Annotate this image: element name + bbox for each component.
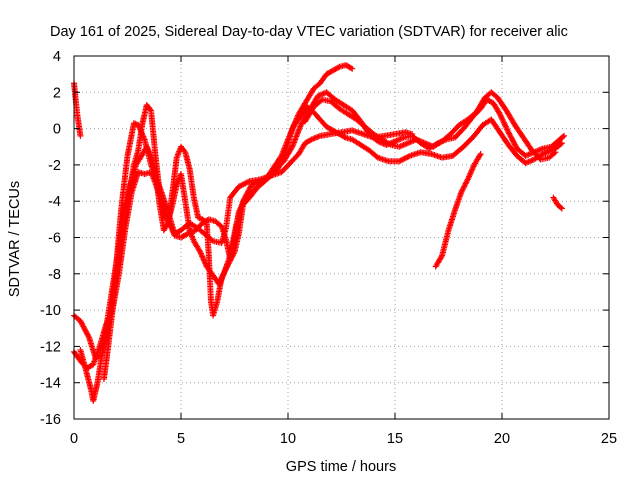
data-marker [242, 180, 249, 187]
data-marker [347, 64, 354, 71]
x-tick-label: 25 [601, 431, 617, 447]
data-marker [502, 122, 509, 129]
data-marker [559, 133, 566, 140]
data-marker [77, 132, 84, 139]
data-marker [401, 155, 408, 162]
data-marker [558, 140, 565, 147]
data-marker [497, 112, 504, 119]
series-track-7 [432, 151, 484, 270]
data-marker [503, 125, 510, 132]
data-marker [237, 182, 244, 189]
data-marker [183, 231, 190, 238]
data-marker [496, 111, 503, 118]
data-marker [349, 65, 356, 72]
data-marker [341, 133, 348, 140]
data-marker [405, 153, 412, 160]
data-marker [402, 154, 409, 161]
series-track-6 [302, 89, 559, 163]
y-tick-label: 0 [53, 122, 61, 138]
data-markers [71, 62, 568, 404]
y-tick-label: -2 [48, 158, 61, 174]
x-tick-label: 10 [280, 431, 296, 447]
x-tick-label: 20 [494, 431, 510, 447]
data-marker [243, 179, 250, 186]
data-marker [404, 154, 411, 161]
data-marker [335, 64, 342, 71]
y-tick-label: 2 [53, 85, 61, 101]
y-tick-label: -16 [40, 412, 61, 428]
data-marker [477, 151, 484, 158]
y-tick-label: -4 [48, 194, 61, 210]
data-marker [557, 204, 564, 211]
axis-ticks [73, 55, 610, 420]
y-tick-label: 4 [53, 49, 61, 65]
data-marker [400, 156, 407, 163]
data-marker [307, 137, 314, 144]
data-marker [397, 157, 404, 164]
data-marker [551, 150, 558, 157]
data-marker [500, 119, 507, 126]
data-marker [501, 120, 508, 127]
data-marker [558, 205, 565, 212]
data-marker [239, 181, 246, 188]
data-marker [504, 127, 511, 134]
data-marker [499, 116, 506, 123]
data-marker [502, 123, 509, 130]
data-marker [85, 332, 92, 339]
data-marker [504, 126, 511, 133]
data-marker [245, 178, 252, 185]
data-marker [398, 156, 405, 163]
x-tick-label: 15 [387, 431, 403, 447]
data-marker [146, 106, 153, 113]
x-axis-label: GPS time / hours [286, 459, 396, 475]
y-tick-label: -8 [48, 267, 61, 283]
series-track-5 [100, 89, 568, 383]
x-tick-label: 0 [70, 431, 78, 447]
y-tick-label: -12 [40, 339, 61, 355]
data-marker [500, 118, 507, 125]
data-marker [288, 145, 295, 152]
series-track-8 [550, 194, 565, 212]
data-marker [498, 113, 505, 120]
data-marker [396, 158, 403, 165]
y-tick-label: -10 [40, 303, 61, 319]
data-marker [238, 182, 245, 189]
data-marker [552, 149, 559, 156]
data-marker [557, 141, 564, 148]
y-tick-label: -6 [48, 231, 61, 247]
data-marker [561, 132, 568, 139]
data-marker [235, 183, 242, 190]
x-tick-label: 5 [177, 431, 185, 447]
y-axis-label: SDTVAR / TECUs [7, 181, 23, 297]
y-tick-label: -14 [40, 376, 61, 392]
data-marker [438, 254, 445, 261]
data-marker [241, 180, 248, 187]
data-marker [498, 115, 505, 122]
chart-title: Day 161 of 2025, Sidereal Day-to-day VTE… [50, 24, 568, 40]
data-marker [476, 152, 483, 159]
tick-labels: 0 5 10 15 20 25 -16 -14 -12 -10 -8 -6 -4 -2 0 2 4 [40, 49, 617, 447]
